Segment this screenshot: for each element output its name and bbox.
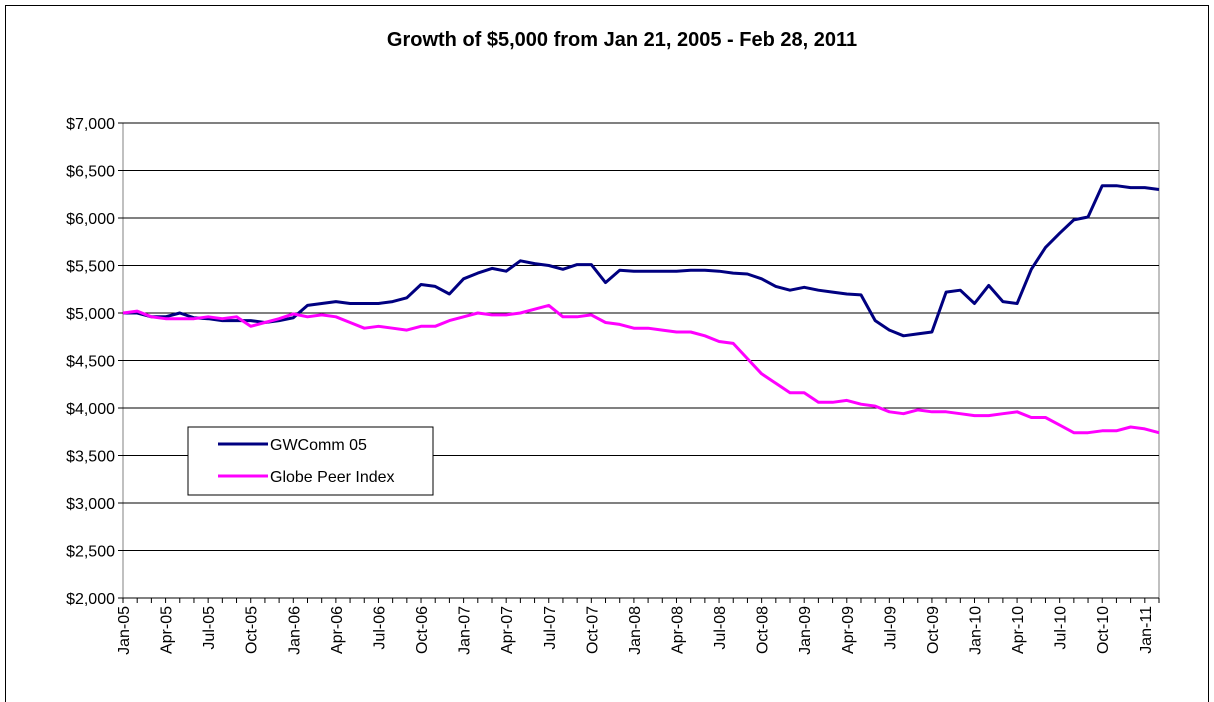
x-tick-label: Jan-08 bbox=[627, 606, 644, 655]
y-tick-label: $6,000 bbox=[66, 211, 115, 228]
x-tick-label: Jan-11 bbox=[1138, 606, 1155, 654]
x-tick-label: Oct-10 bbox=[1095, 606, 1112, 654]
y-tick-label: $5,000 bbox=[66, 306, 115, 323]
x-tick-label: Jan-09 bbox=[797, 606, 814, 655]
x-tick-label: Jul-07 bbox=[542, 606, 559, 650]
x-tick-label: Jul-09 bbox=[882, 606, 899, 650]
x-tick-label: Oct-08 bbox=[755, 606, 772, 654]
x-tick-label: Apr-06 bbox=[329, 606, 346, 654]
y-tick-label: $5,500 bbox=[66, 259, 115, 276]
x-tick-label: Apr-05 bbox=[159, 606, 176, 654]
x-tick-label: Jul-05 bbox=[201, 606, 218, 650]
x-tick-label: Jan-06 bbox=[286, 606, 303, 655]
x-tick-label: Apr-10 bbox=[1010, 606, 1027, 654]
legend-box bbox=[187, 426, 434, 496]
y-tick-label: $2,000 bbox=[66, 591, 115, 608]
x-tick-label: Jul-08 bbox=[712, 606, 729, 650]
y-tick-label: $4,500 bbox=[66, 354, 115, 371]
x-tick-label: Jan-07 bbox=[457, 606, 474, 655]
x-tick-label: Oct-06 bbox=[414, 606, 431, 654]
legend-label: GWComm 05 bbox=[270, 437, 367, 454]
x-tick-label: Jan-10 bbox=[968, 606, 985, 655]
y-tick-label: $2,500 bbox=[66, 544, 115, 561]
y-tick-label: $3,500 bbox=[66, 449, 115, 466]
y-tick-label: $4,000 bbox=[66, 401, 115, 418]
x-tick-label: Apr-08 bbox=[669, 606, 686, 654]
x-tick-label: Jul-10 bbox=[1053, 606, 1070, 650]
x-tick-label: Jan-05 bbox=[116, 606, 133, 655]
x-tick-label: Oct-05 bbox=[244, 606, 261, 654]
x-tick-label: Jul-06 bbox=[371, 606, 388, 650]
chart-title: Growth of $5,000 from Jan 21, 2005 - Feb… bbox=[387, 29, 857, 51]
x-tick-label: Apr-07 bbox=[499, 606, 516, 654]
x-tick-label: Apr-09 bbox=[840, 606, 857, 654]
y-tick-label: $7,000 bbox=[66, 116, 115, 133]
y-tick-label: $3,000 bbox=[66, 496, 115, 513]
x-tick-label: Oct-07 bbox=[584, 606, 601, 654]
series-line bbox=[122, 303, 1160, 435]
x-tick-label: Oct-09 bbox=[925, 606, 942, 654]
y-tick-label: $6,500 bbox=[66, 164, 115, 181]
legend-label: Globe Peer Index bbox=[270, 469, 395, 486]
